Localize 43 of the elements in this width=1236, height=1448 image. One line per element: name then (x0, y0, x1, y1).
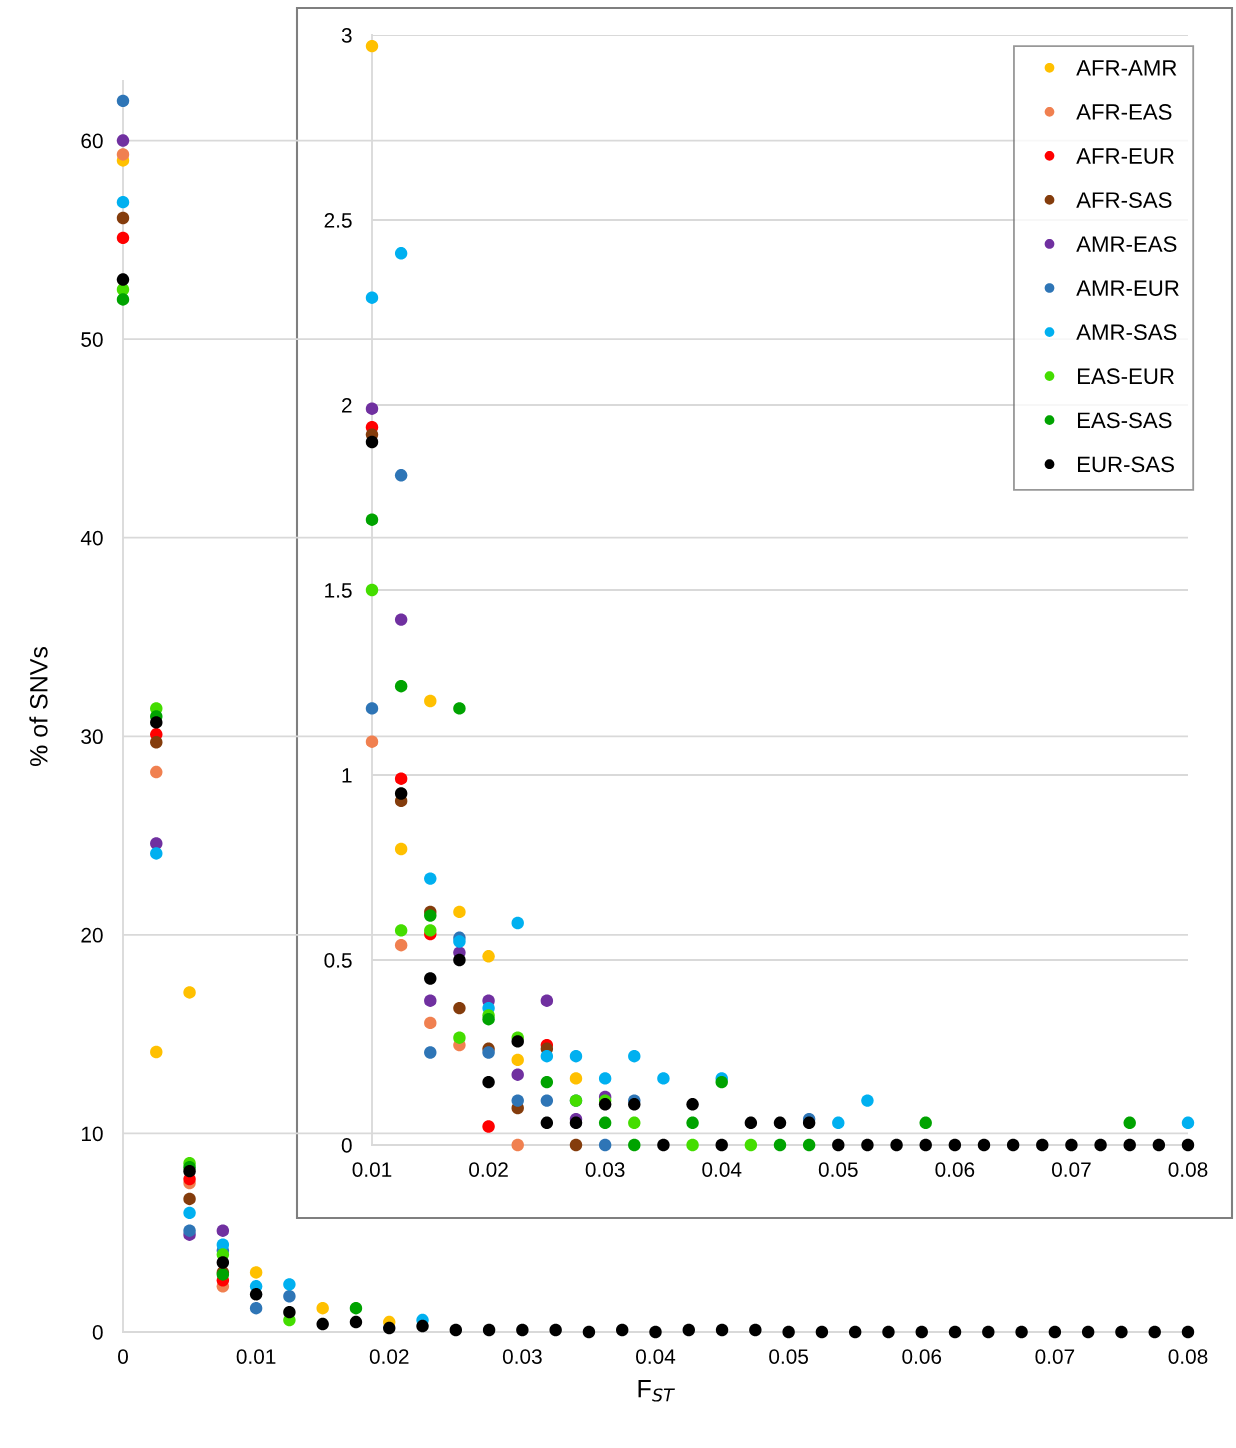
x-tick-label: 0.03 (585, 1162, 625, 1177)
y-tick-label: 3 (341, 28, 352, 43)
x-tick-label: 0.02 (369, 1349, 409, 1364)
x-tick-label: 0.06 (935, 1162, 975, 1177)
x-tick-label: 0.03 (502, 1349, 542, 1364)
legend-label: AMR-EUR (1076, 280, 1179, 297)
x-tick-label: 0.04 (702, 1162, 742, 1177)
x-tick-label: 0.07 (1035, 1349, 1075, 1364)
legend-label: AFR-AMR (1076, 60, 1177, 76)
x-tick-label: 0.01 (236, 1349, 276, 1364)
legend-label: EAS-EUR (1078, 368, 1174, 385)
legend-label: EAS-SAS (1078, 412, 1172, 429)
x-tick-label: 0.02 (469, 1162, 508, 1177)
y-tick-label: 1 (342, 768, 352, 783)
legend-label: AMR-SAS (1076, 324, 1177, 341)
legend-label: AFR-SAS (1076, 192, 1172, 208)
y-tick-label: 0 (92, 1325, 103, 1340)
legend-label: AFR-EAS (1076, 104, 1172, 120)
y-axis-title: % of SNVs (29, 646, 48, 767)
x-axis-title: F$_{ST}$ (638, 1380, 675, 1402)
legend-label: AMR-EAS (1076, 236, 1177, 252)
y-tick-label: 30 (81, 729, 103, 745)
y-tick-label: 60 (81, 133, 103, 149)
x-tick-label: 0.05 (769, 1349, 809, 1364)
x-tick-label: 0.06 (902, 1349, 942, 1364)
y-tick-label: 10 (81, 1126, 103, 1142)
x-tick-label: 0.08 (1168, 1162, 1208, 1177)
legend-label: AFR-EUR (1076, 148, 1174, 164)
y-tick-label: 20 (81, 927, 103, 943)
x-tick-label: 0.08 (1168, 1349, 1208, 1364)
y-tick-label: 40 (80, 530, 103, 546)
x-tick-label: 0 (118, 1349, 128, 1364)
y-tick-label: 0.5 (324, 953, 352, 968)
x-tick-label: 0.05 (818, 1162, 858, 1177)
legend-label: EUR-SAS (1078, 456, 1174, 473)
y-tick-label: 2 (342, 398, 352, 413)
y-tick-label: 2.5 (324, 213, 352, 228)
x-tick-label: 0.07 (1051, 1162, 1091, 1177)
y-tick-label: 0 (341, 1138, 352, 1153)
x-tick-label: 0.01 (352, 1162, 392, 1177)
y-tick-label: 1.5 (325, 583, 352, 598)
x-tick-label: 0.04 (636, 1349, 676, 1364)
y-tick-label: 50 (81, 332, 103, 347)
